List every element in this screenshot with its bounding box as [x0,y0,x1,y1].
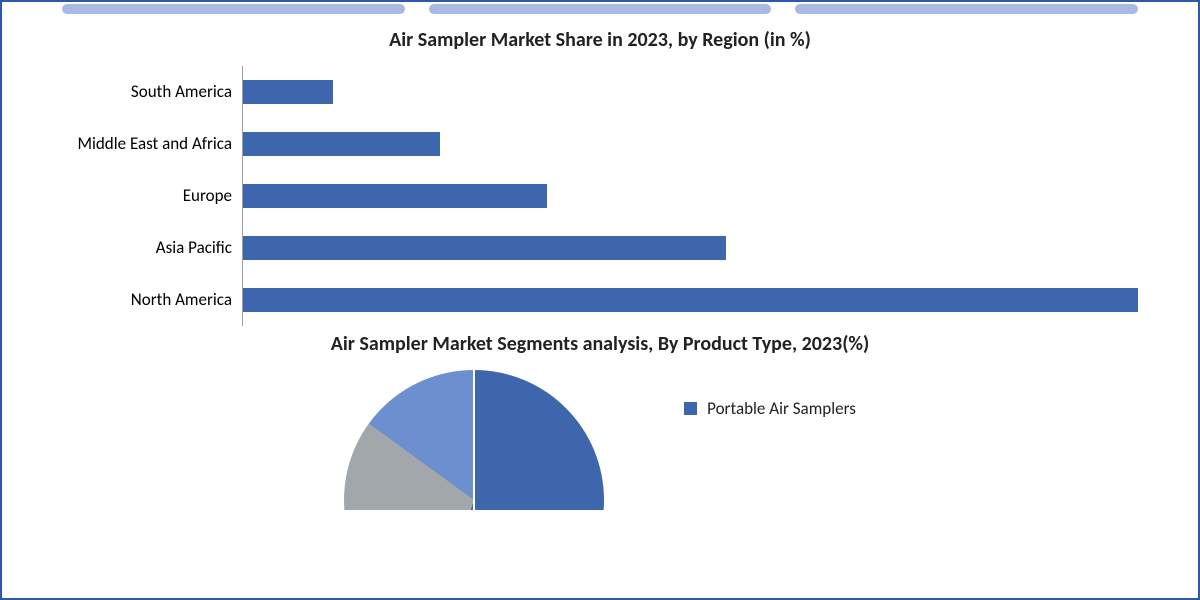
bar-chart-title: Air Sampler Market Share in 2023, by Reg… [32,28,1168,52]
legend-swatch [684,402,697,415]
pie-chart-title: Air Sampler Market Segments analysis, By… [32,332,1168,356]
bar-chart-section: Air Sampler Market Share in 2023, by Reg… [2,14,1198,326]
bar [243,288,1138,312]
top-cards-row [2,2,1198,14]
bar-category-label: Asia Pacific [62,222,242,274]
bar-row [243,274,1138,326]
legend-label: Portable Air Samplers [707,398,856,419]
bar-row [243,118,1138,170]
bar-category-label: North America [62,274,242,326]
bar [243,236,726,260]
bar-category-label: Middle East and Africa [62,118,242,170]
bar-category-label: Europe [62,170,242,222]
bar-row [243,170,1138,222]
bar-row [243,222,1138,274]
bar-category-label: South America [62,66,242,118]
top-card [795,4,1138,14]
legend-item: Portable Air Samplers [684,398,856,419]
bar [243,132,440,156]
pie-separator-line [473,370,475,510]
pie-chart-section: Air Sampler Market Segments analysis, By… [2,332,1198,510]
bar-chart-plot [242,66,1138,326]
chart-frame: Air Sampler Market Share in 2023, by Reg… [0,0,1200,600]
top-card [429,4,772,14]
bar-chart: South AmericaMiddle East and AfricaEurop… [62,66,1138,326]
bar-chart-y-labels: South AmericaMiddle East and AfricaEurop… [62,66,242,326]
top-card [62,4,405,14]
pie-legend: Portable Air Samplers [684,370,856,419]
pie-chart-row: Portable Air Samplers [32,370,1168,510]
bar [243,184,547,208]
bar-row [243,66,1138,118]
bar [243,80,333,104]
pie-chart-wrap [344,370,604,510]
